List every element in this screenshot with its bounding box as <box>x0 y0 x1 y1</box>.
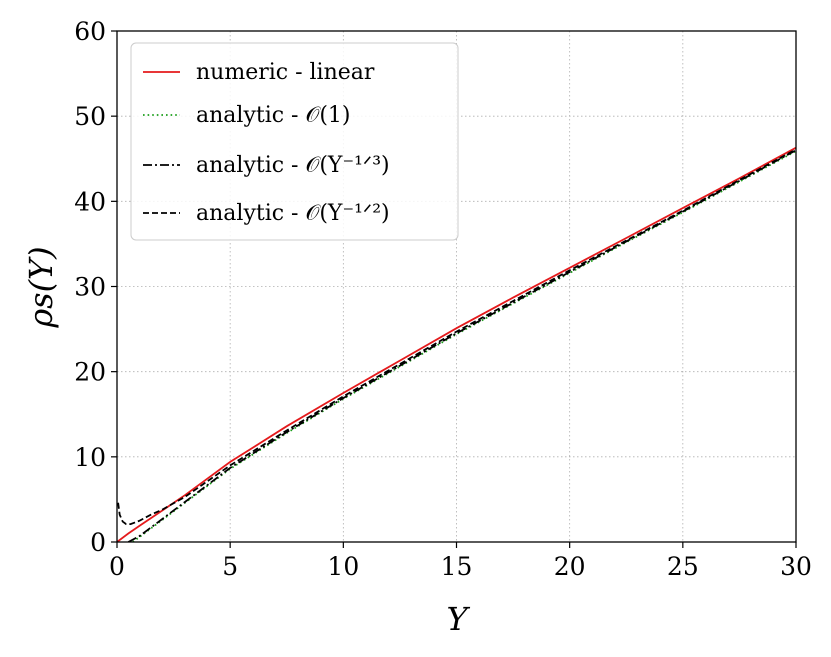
legend: numeric - linear analytic - 𝒪(1) analyti… <box>130 42 459 241</box>
x-tick-label: 25 <box>667 552 699 581</box>
legend-box <box>130 42 459 241</box>
y-tick-label: 20 <box>74 358 106 387</box>
x-tick-label: 30 <box>780 552 812 581</box>
y-tick-label: 60 <box>74 17 106 46</box>
series-line-1 <box>132 150 796 542</box>
legend-label-analytic-o-half: analytic - 𝒪(Υ⁻¹ᐟ²) <box>196 201 390 226</box>
y-tick-label: 0 <box>90 528 106 557</box>
y-tick-label: 50 <box>74 102 106 131</box>
legend-label-analytic-o-third: analytic - 𝒪(Υ⁻¹ᐟ³) <box>196 153 390 178</box>
legend-label-numeric-linear: numeric - linear <box>196 60 375 85</box>
x-tick-label: 0 <box>109 552 125 581</box>
x-tick-label: 15 <box>441 552 473 581</box>
x-tick-label: 10 <box>327 552 359 581</box>
y-axis-label: ρs(Υ) <box>22 246 60 328</box>
legend-label-analytic-o1: analytic - 𝒪(1) <box>196 103 351 128</box>
y-tick-label: 10 <box>74 443 106 472</box>
y-tick-label: 40 <box>74 187 106 216</box>
series-layer <box>117 146 796 542</box>
x-axis-label: Υ <box>446 600 470 638</box>
y-tick-label: 30 <box>74 273 106 302</box>
series-line-3 <box>117 148 796 525</box>
x-tick-label: 5 <box>222 552 238 581</box>
series-line-0 <box>117 146 796 542</box>
x-tick-label: 20 <box>554 552 586 581</box>
ticks: 0 5 10 15 20 25 30 0 10 20 30 40 50 60 <box>74 17 812 581</box>
